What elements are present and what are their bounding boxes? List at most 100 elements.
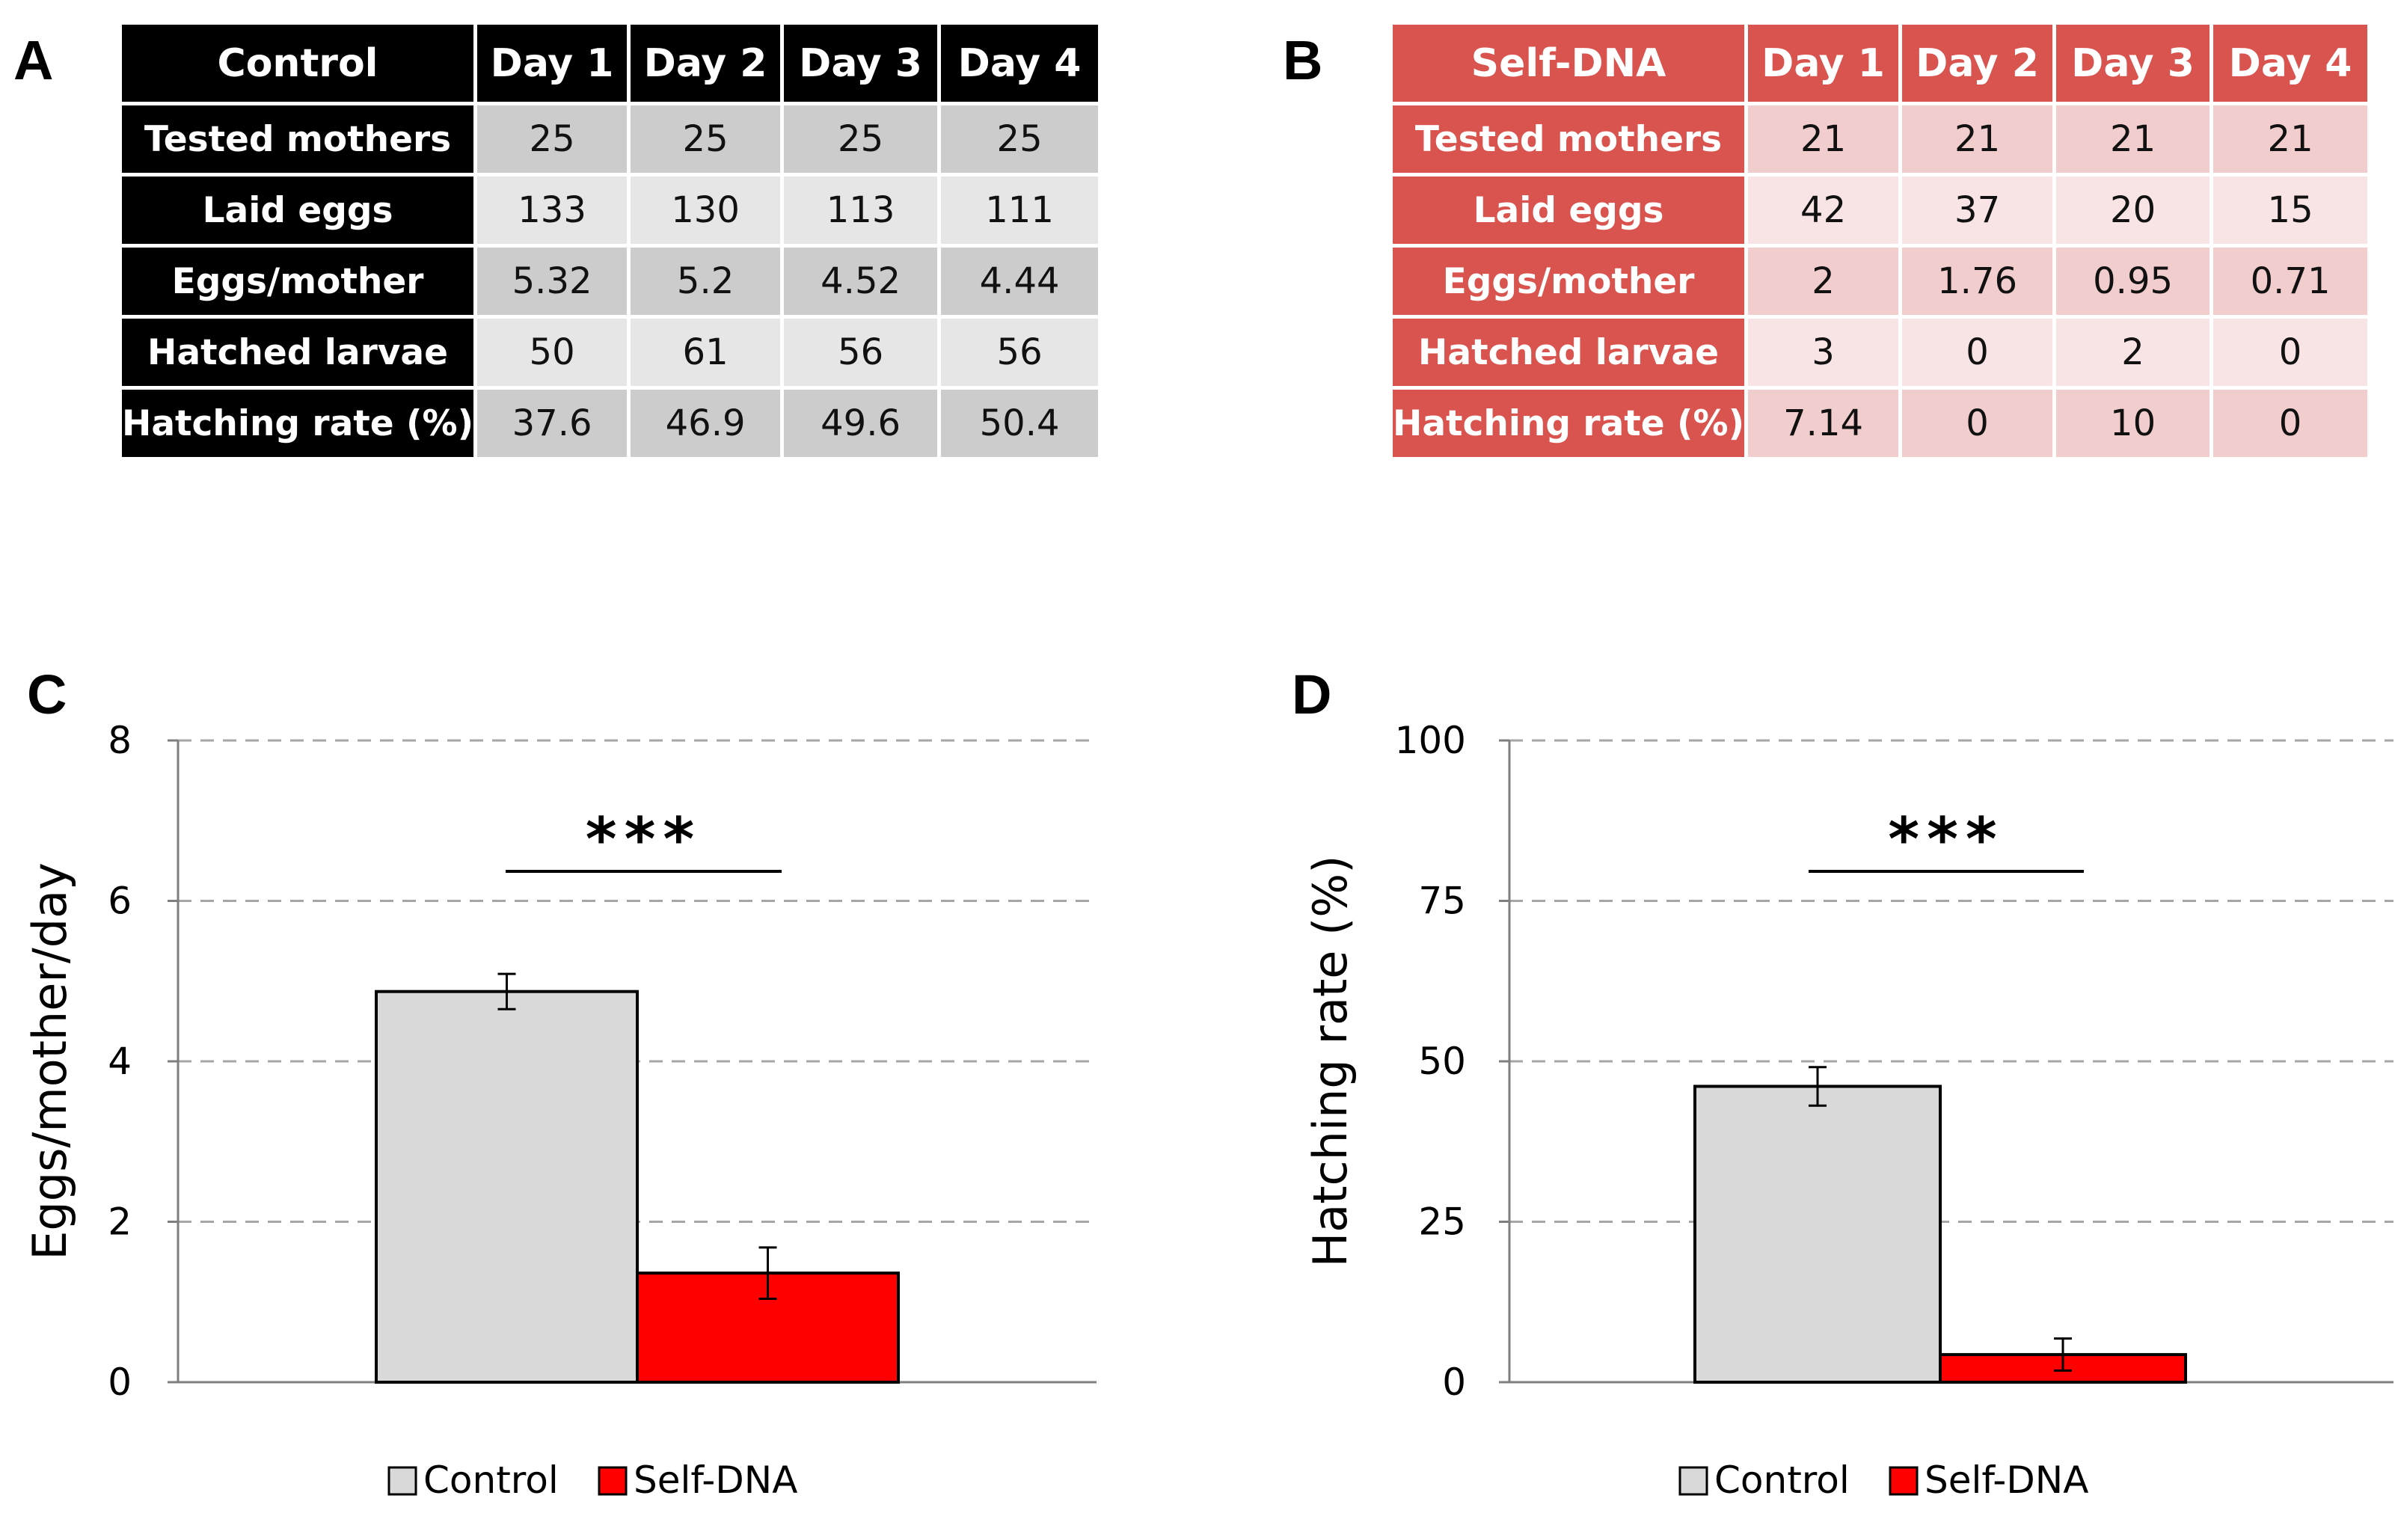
control-cell-value: 133 bbox=[477, 177, 628, 244]
self-dna-cell-value: 0.95 bbox=[2056, 248, 2210, 315]
self-dna-cell-value: 15 bbox=[2213, 177, 2368, 244]
control-cell-value: 37.6 bbox=[477, 390, 628, 457]
self-dna-table-row: Hatching rate (%) 7.14 0 10 0 bbox=[1393, 390, 2368, 457]
self-dna-cell-value: 0.71 bbox=[2213, 248, 2368, 315]
self-dna-table-row: Hatched larvae 3 0 2 0 bbox=[1393, 319, 2368, 386]
control-cell-value: 50.4 bbox=[941, 390, 1099, 457]
control-header-cell: Day 1 bbox=[477, 25, 628, 102]
control-table-row: Hatching rate (%) 37.6 46.9 49.6 50.4 bbox=[122, 390, 1099, 457]
self-dna-cell-value: 21 bbox=[1902, 105, 2053, 173]
significance-stars: *** bbox=[586, 805, 702, 874]
significance-stars: *** bbox=[1888, 805, 2005, 874]
self-dna-header-cell: Day 3 bbox=[2056, 25, 2210, 102]
self-dna-cell-value: 0 bbox=[1902, 390, 2053, 457]
self-dna-cell-value: 21 bbox=[2056, 105, 2210, 173]
control-header-row: Control Day 1 Day 2 Day 3 Day 4 bbox=[122, 25, 1099, 102]
control-row-label: Hatched larvae bbox=[122, 319, 474, 386]
self-dna-cell-value: 2 bbox=[1748, 248, 1899, 315]
panel-label-d: D bbox=[1292, 663, 1332, 725]
self-dna-header-row: Self-DNA Day 1 Day 2 Day 3 Day 4 bbox=[1393, 25, 2368, 102]
self-dna-header-cell: Self-DNA bbox=[1393, 25, 1745, 102]
control-cell-value: 25 bbox=[941, 105, 1099, 173]
control-cell-value: 50 bbox=[477, 319, 628, 386]
legend-label: Control bbox=[1714, 1458, 1850, 1502]
control-row-label: Laid eggs bbox=[122, 177, 474, 244]
panel-label-a: A bbox=[13, 29, 54, 91]
legend-swatch bbox=[598, 1466, 628, 1496]
control-cell-value: 46.9 bbox=[631, 390, 781, 457]
control-cell-value: 25 bbox=[631, 105, 781, 173]
legend-label: Self-DNA bbox=[1925, 1458, 2088, 1502]
control-cell-value: 111 bbox=[941, 177, 1099, 244]
control-row-label: Hatching rate (%) bbox=[122, 390, 474, 457]
legend-swatch bbox=[1678, 1466, 1708, 1496]
legend-label: Self-DNA bbox=[634, 1458, 797, 1502]
control-cell-value: 56 bbox=[784, 319, 938, 386]
bar-control bbox=[375, 990, 639, 1384]
control-header-cell: Day 2 bbox=[631, 25, 781, 102]
self-dna-row-label: Laid eggs bbox=[1393, 177, 1745, 244]
y-tick-label: 50 bbox=[1418, 1040, 1466, 1083]
panel-label-c: C bbox=[27, 663, 67, 725]
y-tick-label: 25 bbox=[1418, 1200, 1466, 1244]
y-tick-label: 8 bbox=[108, 719, 132, 762]
control-cell-value: 4.52 bbox=[784, 248, 938, 315]
control-table-row: Laid eggs 133 130 113 111 bbox=[122, 177, 1099, 244]
self-dna-cell-value: 1.76 bbox=[1902, 248, 2053, 315]
control-row-label: Tested mothers bbox=[122, 105, 474, 173]
self-dna-row-label: Eggs/mother bbox=[1393, 248, 1745, 315]
self-dna-cell-value: 0 bbox=[1902, 319, 2053, 386]
bar-control bbox=[1693, 1085, 1942, 1384]
legend-label: Control bbox=[423, 1458, 559, 1502]
self-dna-header-cell: Day 1 bbox=[1748, 25, 1899, 102]
control-cell-value: 56 bbox=[941, 319, 1099, 386]
control-header-cell: Control bbox=[122, 25, 474, 102]
y-tick-label: 0 bbox=[108, 1360, 132, 1404]
self-dna-cell-value: 37 bbox=[1902, 177, 2053, 244]
self-dna-table: Self-DNA Day 1 Day 2 Day 3 Day 4 Tested mothe… bbox=[1389, 21, 2371, 461]
y-tick-label: 2 bbox=[108, 1200, 132, 1244]
self-dna-row-label: Hatching rate (%) bbox=[1393, 390, 1745, 457]
y-tick-label: 6 bbox=[108, 880, 132, 923]
self-dna-cell-value: 20 bbox=[2056, 177, 2210, 244]
control-cell-value: 130 bbox=[631, 177, 781, 244]
control-header-cell: Day 3 bbox=[784, 25, 938, 102]
y-axis-label: Eggs/mother/day bbox=[22, 862, 77, 1260]
y-tick-label: 75 bbox=[1418, 880, 1466, 923]
y-axis-label: Hatching rate (%) bbox=[1303, 856, 1358, 1268]
control-cell-value: 5.2 bbox=[631, 248, 781, 315]
control-cell-value: 4.44 bbox=[941, 248, 1099, 315]
control-table-row: Eggs/mother 5.32 5.2 4.52 4.44 bbox=[122, 248, 1099, 315]
self-dna-table-row: Laid eggs 42 37 20 15 bbox=[1393, 177, 2368, 244]
control-cell-value: 113 bbox=[784, 177, 938, 244]
self-dna-header-cell: Day 2 bbox=[1902, 25, 2053, 102]
self-dna-row-label: Hatched larvae bbox=[1393, 319, 1745, 386]
control-cell-value: 61 bbox=[631, 319, 781, 386]
self-dna-cell-value: 21 bbox=[1748, 105, 1899, 173]
control-cell-value: 25 bbox=[784, 105, 938, 173]
self-dna-header-cell: Day 4 bbox=[2213, 25, 2368, 102]
y-tick-label: 0 bbox=[1442, 1360, 1466, 1404]
self-dna-table-row: Tested mothers 21 21 21 21 bbox=[1393, 105, 2368, 173]
self-dna-table-row: Eggs/mother 2 1.76 0.95 0.71 bbox=[1393, 248, 2368, 315]
control-row-label: Eggs/mother bbox=[122, 248, 474, 315]
legend-swatch bbox=[1889, 1466, 1919, 1496]
self-dna-cell-value: 10 bbox=[2056, 390, 2210, 457]
control-header-cell: Day 4 bbox=[941, 25, 1099, 102]
self-dna-cell-value: 2 bbox=[2056, 319, 2210, 386]
control-cell-value: 49.6 bbox=[784, 390, 938, 457]
y-tick-label: 4 bbox=[108, 1040, 132, 1083]
self-dna-cell-value: 3 bbox=[1748, 319, 1899, 386]
control-cell-value: 25 bbox=[477, 105, 628, 173]
control-cell-value: 5.32 bbox=[477, 248, 628, 315]
control-table-row: Hatched larvae 50 61 56 56 bbox=[122, 319, 1099, 386]
self-dna-row-label: Tested mothers bbox=[1393, 105, 1745, 173]
y-tick-label: 100 bbox=[1395, 719, 1466, 762]
panel-label-b: B bbox=[1283, 29, 1323, 91]
self-dna-cell-value: 0 bbox=[2213, 319, 2368, 386]
self-dna-cell-value: 0 bbox=[2213, 390, 2368, 457]
control-table-row: Tested mothers 25 25 25 25 bbox=[122, 105, 1099, 173]
control-table: Control Day 1 Day 2 Day 3 Day 4 Tested mother… bbox=[118, 21, 1102, 461]
self-dna-cell-value: 7.14 bbox=[1748, 390, 1899, 457]
